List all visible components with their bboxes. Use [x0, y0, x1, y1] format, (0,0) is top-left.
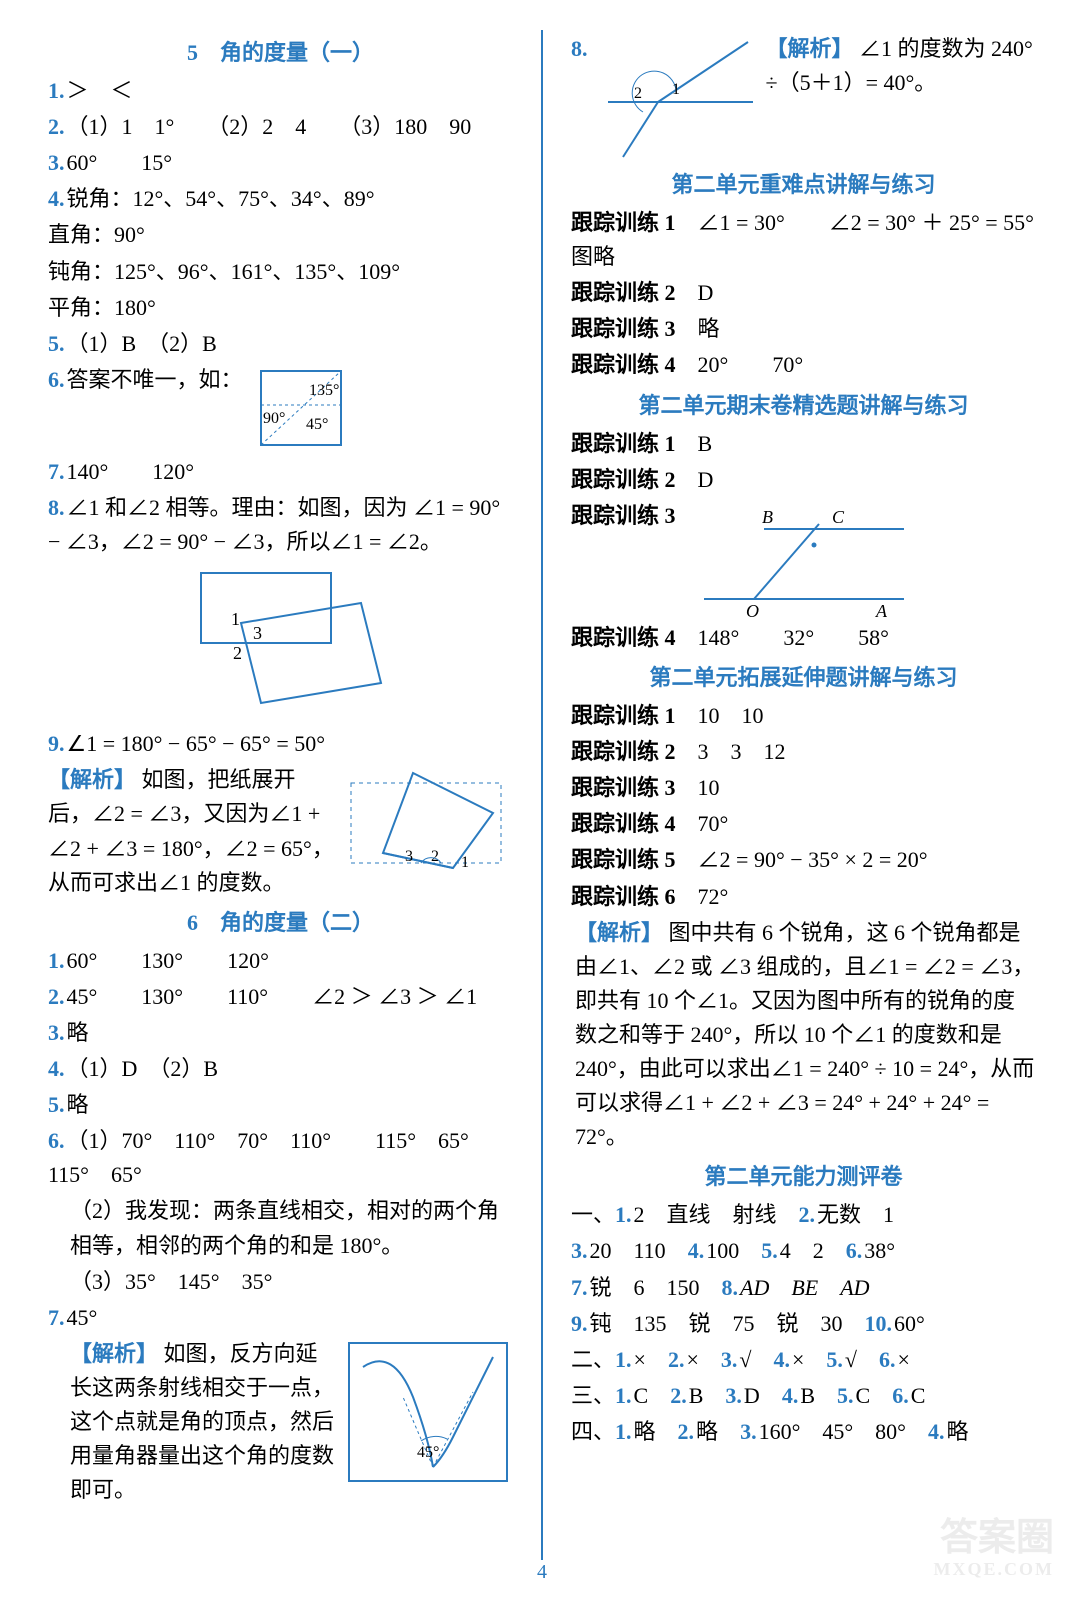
svg-text:B: B: [762, 507, 773, 527]
s6q5: 5.略: [48, 1088, 513, 1122]
d-sec4: 四、1.略 2.略 3.160° 45° 80° 4.略: [571, 1415, 1036, 1449]
b4: 跟踪训练 4 148° 32° 58°: [571, 621, 1036, 655]
b1: 跟踪训练 1 B: [571, 427, 1036, 461]
section-6-title: 6 角的度量（二）: [48, 906, 513, 940]
q8: 8.∠1 和∠2 相等。理由：如图，因为 ∠1 = 90° − ∠3，∠2 = …: [48, 491, 513, 559]
d-sec3: 三、1.C 2.B 3.D 4.B 5.C 6.C: [571, 1379, 1036, 1413]
q4b: 直角：90°: [48, 218, 513, 252]
a1: 跟踪训练 1 ∠1 = 30° ∠2 = 30° ＋ 25° = 55° 图略: [571, 206, 1036, 274]
q1: 1.＞ ＜: [48, 74, 513, 108]
q4d: 平角：180°: [48, 291, 513, 325]
a2: 跟踪训练 2 D: [571, 276, 1036, 310]
d-sec2: 二、1.× 2.× 3.√ 4.× 5.√ 6.×: [571, 1343, 1036, 1377]
q4: 4.锐角：12°、54°、75°、34°、89°: [48, 182, 513, 216]
s6q2: 2.45° 130° 110° ∠2 ＞ ∠3 ＞ ∠1: [48, 980, 513, 1014]
q2: 2.（1）1 1° （2）2 4 （3）180 90: [48, 110, 513, 144]
svg-text:O: O: [746, 601, 759, 619]
q5: 5.（1）B （2）B: [48, 327, 513, 361]
diagram-s6q7: 45°: [343, 1337, 513, 1487]
d-row1: 一、1.2 直线 射线 2.无数 1: [571, 1198, 1036, 1232]
d-row2: 3.20 110 4.100 5.4 2 6.38°: [571, 1234, 1036, 1268]
page-number: 4: [537, 1557, 547, 1588]
sec-b-title: 第二单元期末卷精选题讲解与练习: [571, 389, 1036, 423]
c6-analysis: 【解析】 图中共有 6 个锐角，这 6 个锐角都是由∠1、∠2 或 ∠3 组成的…: [571, 916, 1036, 1155]
svg-text:1: 1: [461, 854, 469, 871]
s6q7-analysis: 【解析】 如图，反方向延长这两条射线相交于一点，这个点就是角的顶点，然后用量角器…: [48, 1337, 513, 1507]
s6q1: 1.60° 130° 120°: [48, 944, 513, 978]
section-5-title: 5 角的度量（一）: [48, 36, 513, 70]
label-135: 135°: [309, 382, 339, 399]
left-column: 5 角的度量（一） 1.＞ ＜ 2.（1）1 1° （2）2 4 （3）180 …: [40, 30, 537, 1560]
q9: 9.∠1 = 180° − 65° − 65° = 50°: [48, 727, 513, 761]
s6q4: 4.（1）D （2）B: [48, 1052, 513, 1086]
svg-text:1: 1: [231, 609, 240, 629]
svg-text:45°: 45°: [417, 1444, 439, 1461]
c1: 跟踪训练 1 10 10: [571, 699, 1036, 733]
label-45: 45°: [306, 416, 328, 433]
s6q3: 3.略: [48, 1016, 513, 1050]
svg-text:2: 2: [233, 643, 242, 663]
a3: 跟踪训练 3 略: [571, 312, 1036, 346]
c2: 跟踪训练 2 3 3 12: [571, 735, 1036, 769]
c3: 跟踪训练 3 10: [571, 771, 1036, 805]
right-column: 8. 1 2 【解析】 ∠1 的度数为 240° ÷（5＋1）= 40°。 第二…: [547, 30, 1044, 1560]
svg-text:1: 1: [672, 81, 680, 98]
svg-text:2: 2: [431, 848, 439, 865]
c4: 跟踪训练 4 70°: [571, 807, 1036, 841]
diagram-q6: 135° 90° 45°: [251, 363, 351, 453]
diagram-r8: 1 2: [598, 32, 758, 162]
svg-text:C: C: [832, 507, 845, 527]
q9-analysis: 【解析】 如图，把纸展开后，∠2 = ∠3，又因为∠1 + ∠2 + ∠3 = …: [48, 763, 513, 899]
c5: 跟踪训练 5 ∠2 = 90° − 35° × 2 = 20°: [571, 843, 1036, 877]
q3: 3.60° 15°: [48, 146, 513, 180]
diagram-b3: B C O A: [684, 499, 914, 619]
q4c: 钝角：125°、96°、161°、135°、109°: [48, 255, 513, 289]
label-90: 90°: [263, 410, 285, 427]
r-q8: 8. 1 2 【解析】 ∠1 的度数为 240° ÷（5＋1）= 40°。: [571, 32, 1036, 162]
q6: 6.答案不唯一，如： 135° 90° 45°: [48, 363, 513, 453]
svg-text:2: 2: [634, 85, 642, 102]
diagram-q8: 1 3 2: [48, 563, 513, 723]
column-divider: [541, 30, 543, 1560]
q7: 7.140° 120°: [48, 455, 513, 489]
s6q6c: （3）35° 145° 35°: [48, 1265, 513, 1299]
sec-a-title: 第二单元重难点讲解与练习: [571, 168, 1036, 202]
page-container: 5 角的度量（一） 1.＞ ＜ 2.（1）1 1° （2）2 4 （3）180 …: [40, 30, 1044, 1560]
s6q6a: 6.（1）70° 110° 70° 110° 115° 65° 115° 65°: [48, 1124, 513, 1192]
d-row3: 7.锐 6 150 8.AD BE AD: [571, 1271, 1036, 1305]
sec-c-title: 第二单元拓展延伸题讲解与练习: [571, 661, 1036, 695]
a4: 跟踪训练 4 20° 70°: [571, 348, 1036, 382]
svg-text:3: 3: [253, 623, 262, 643]
d-row4: 9.钝 135 锐 75 锐 30 10.60°: [571, 1307, 1036, 1341]
sec-d-title: 第二单元能力测评卷: [571, 1160, 1036, 1194]
s6q6b: （2）我发现：两条直线相交，相对的两个角相等，相邻的两个角的和是 180°。: [48, 1194, 513, 1262]
svg-text:3: 3: [405, 848, 413, 865]
b2: 跟踪训练 2 D: [571, 463, 1036, 497]
svg-text:A: A: [875, 601, 888, 619]
diagram-q9: 3 2 1: [343, 763, 513, 883]
b3: 跟踪训练 3 B C O A: [571, 499, 1036, 619]
c6: 跟踪训练 6 72°: [571, 880, 1036, 914]
s6q7: 7.45°: [48, 1301, 513, 1335]
